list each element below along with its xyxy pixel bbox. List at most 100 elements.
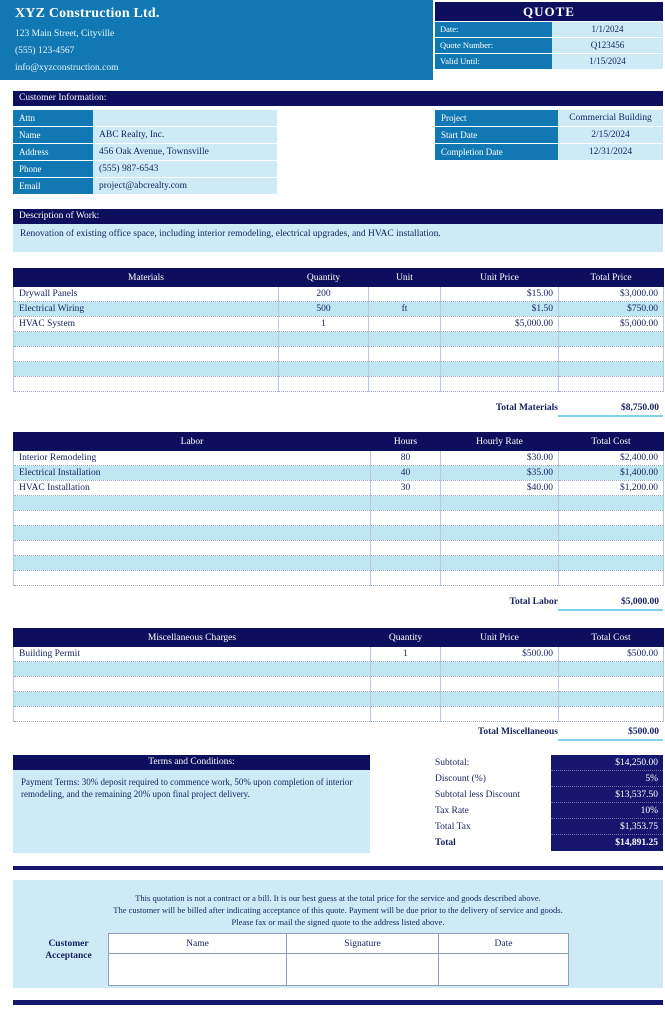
materials-row-name[interactable]: HVAC System <box>13 316 279 332</box>
labor-row-total[interactable] <box>558 510 664 526</box>
materials-row-name[interactable] <box>13 346 279 362</box>
project-value[interactable]: Commercial Building <box>558 110 663 126</box>
labor-row-total[interactable] <box>558 525 664 541</box>
discount-value[interactable]: 5% <box>551 771 663 787</box>
materials-row-qty[interactable] <box>278 361 369 377</box>
labor-row-name[interactable] <box>13 570 371 586</box>
misc-row-total[interactable] <box>558 706 664 722</box>
labor-row-total[interactable] <box>558 540 664 556</box>
labor-row-hours[interactable]: 30 <box>370 480 441 496</box>
labor-row-rate[interactable] <box>440 495 559 511</box>
labor-row-total[interactable]: $1,200.00 <box>558 480 664 496</box>
misc-row-name[interactable]: Building Permit <box>13 646 371 662</box>
materials-row-qty[interactable]: 200 <box>278 286 369 302</box>
materials-row-unit_price[interactable]: $5,000.00 <box>440 316 559 332</box>
materials-row-unit_price[interactable] <box>440 331 559 347</box>
labor-row-name[interactable] <box>13 555 371 571</box>
materials-row-unit_price[interactable] <box>440 361 559 377</box>
customer-address-value[interactable]: 456 Oak Avenue, Townsville <box>93 144 277 160</box>
materials-row-total[interactable] <box>558 331 664 347</box>
valid-until-value[interactable]: 1/15/2024 <box>552 54 663 69</box>
materials-row-name[interactable]: Drywall Panels <box>13 286 279 302</box>
materials-row-unit[interactable]: ft <box>368 301 441 317</box>
labor-row-rate[interactable] <box>440 525 559 541</box>
materials-row-unit_price[interactable]: $15.00 <box>440 286 559 302</box>
misc-row-name[interactable] <box>13 661 371 677</box>
labor-row-hours[interactable] <box>370 555 441 571</box>
labor-row-name[interactable]: HVAC Installation <box>13 480 371 496</box>
labor-row-rate[interactable] <box>440 510 559 526</box>
materials-row-total[interactable]: $750.00 <box>558 301 664 317</box>
labor-row-rate[interactable] <box>440 570 559 586</box>
materials-row-qty[interactable] <box>278 331 369 347</box>
labor-row-name[interactable] <box>13 525 371 541</box>
customer-email-value[interactable]: project@abcrealty.com <box>93 178 277 194</box>
labor-row-name[interactable]: Electrical Installation <box>13 465 371 481</box>
misc-row-unit_price[interactable] <box>440 676 559 692</box>
labor-row-rate[interactable]: $30.00 <box>440 450 559 466</box>
misc-row-total[interactable] <box>558 661 664 677</box>
customer-name-value[interactable]: ABC Realty, Inc. <box>93 127 277 143</box>
materials-row-total[interactable]: $3,000.00 <box>558 286 664 302</box>
misc-row-qty[interactable]: 1 <box>370 646 441 662</box>
materials-row-unit[interactable] <box>368 316 441 332</box>
materials-row-qty[interactable] <box>278 346 369 362</box>
materials-row-unit_price[interactable] <box>440 376 559 392</box>
terms-body[interactable]: Payment Terms: 30% deposit required to c… <box>13 770 370 853</box>
quote-date-value[interactable]: 1/1/2024 <box>552 22 663 37</box>
completion-date-value[interactable]: 12/31/2024 <box>558 144 663 160</box>
labor-row-name[interactable]: Interior Remodeling <box>13 450 371 466</box>
materials-row-unit_price[interactable]: $1.50 <box>440 301 559 317</box>
labor-row-rate[interactable] <box>440 555 559 571</box>
labor-row-rate[interactable]: $35.00 <box>440 465 559 481</box>
misc-row-unit_price[interactable] <box>440 691 559 707</box>
materials-row-unit[interactable] <box>368 286 441 302</box>
materials-row-total[interactable] <box>558 346 664 362</box>
materials-row-qty[interactable]: 1 <box>278 316 369 332</box>
misc-row-total[interactable] <box>558 676 664 692</box>
labor-row-name[interactable] <box>13 540 371 556</box>
labor-row-rate[interactable]: $40.00 <box>440 480 559 496</box>
labor-row-hours[interactable] <box>370 510 441 526</box>
signature-signature-field[interactable] <box>286 953 439 986</box>
misc-row-total[interactable] <box>558 691 664 707</box>
customer-attn-value[interactable] <box>93 110 277 126</box>
labor-row-total[interactable]: $2,400.00 <box>558 450 664 466</box>
labor-row-rate[interactable] <box>440 540 559 556</box>
materials-row-unit_price[interactable] <box>440 346 559 362</box>
materials-row-total[interactable] <box>558 376 664 392</box>
labor-row-hours[interactable]: 40 <box>370 465 441 481</box>
customer-phone-value[interactable]: (555) 987-6543 <box>93 161 277 177</box>
misc-row-unit_price[interactable]: $500.00 <box>440 646 559 662</box>
labor-row-name[interactable] <box>13 495 371 511</box>
misc-row-qty[interactable] <box>370 706 441 722</box>
signature-name-field[interactable] <box>108 953 287 986</box>
tax-rate-value[interactable]: 10% <box>551 803 663 819</box>
materials-row-unit[interactable] <box>368 376 441 392</box>
signature-date-field[interactable] <box>438 953 569 986</box>
description-of-work-body[interactable]: Renovation of existing office space, inc… <box>13 224 663 252</box>
misc-row-name[interactable] <box>13 706 371 722</box>
materials-row-total[interactable]: $5,000.00 <box>558 316 664 332</box>
materials-row-qty[interactable]: 500 <box>278 301 369 317</box>
materials-row-unit[interactable] <box>368 346 441 362</box>
quote-number-value[interactable]: Q123456 <box>552 38 663 53</box>
labor-row-hours[interactable]: 80 <box>370 450 441 466</box>
misc-row-name[interactable] <box>13 676 371 692</box>
labor-row-total[interactable] <box>558 555 664 571</box>
misc-row-unit_price[interactable] <box>440 706 559 722</box>
start-date-value[interactable]: 2/15/2024 <box>558 127 663 143</box>
labor-row-total[interactable] <box>558 570 664 586</box>
materials-row-unit[interactable] <box>368 361 441 377</box>
materials-row-qty[interactable] <box>278 376 369 392</box>
labor-row-hours[interactable] <box>370 540 441 556</box>
materials-row-name[interactable]: Electrical Wiring <box>13 301 279 317</box>
misc-row-name[interactable] <box>13 691 371 707</box>
misc-row-qty[interactable] <box>370 691 441 707</box>
materials-row-name[interactable] <box>13 361 279 377</box>
materials-row-name[interactable] <box>13 376 279 392</box>
labor-row-hours[interactable] <box>370 570 441 586</box>
materials-row-name[interactable] <box>13 331 279 347</box>
misc-row-total[interactable]: $500.00 <box>558 646 664 662</box>
labor-row-total[interactable] <box>558 495 664 511</box>
